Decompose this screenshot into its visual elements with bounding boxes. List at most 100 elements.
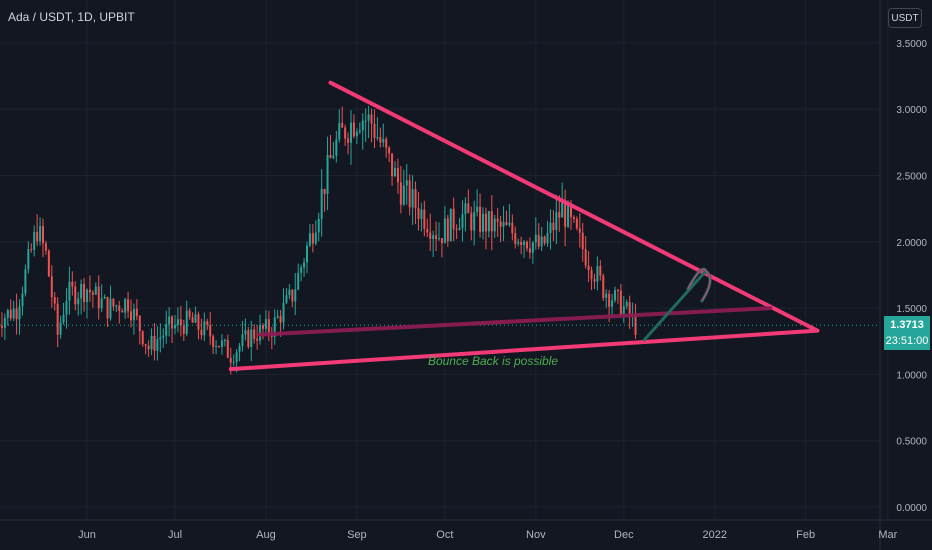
candle-body [109,298,112,319]
candle-body [200,329,203,336]
candle-body [171,316,174,329]
currency-button[interactable]: USDT [888,8,922,28]
time-tick-label: Sep [347,529,367,541]
candle-body [394,167,396,177]
symbol-title[interactable]: Ada / USDT, 1D, UPBIT [8,10,135,24]
candle-body [526,241,528,249]
time-tick-label: Nov [526,529,546,541]
candle-body [446,218,449,242]
candle-body [223,339,226,341]
candle-body [306,245,308,263]
candle-body [388,147,391,154]
candle-body [590,270,593,280]
candle-body [602,275,605,299]
candle-body [352,122,355,137]
time-tick-label: Oct [436,529,453,541]
candle-body [458,227,461,230]
candle-body [464,203,467,215]
candle-body [9,309,12,319]
price-tick-label: 2.0000 [896,238,927,249]
candle-body [482,213,484,232]
candle-body [238,346,241,353]
candle-body [619,290,622,317]
candle-body [429,232,432,239]
candle-body [15,308,18,320]
candle-body [543,236,546,244]
candle-body [121,311,124,313]
candle-body [36,231,39,242]
candle-body [297,272,300,290]
candle-body [593,279,596,282]
candle-body [581,232,584,250]
candle-body [68,281,71,301]
candle-body [118,305,121,312]
candle-body [124,299,127,313]
price-axis[interactable]: 3.5000 3.0000 2.5000 2.0000 1.5000 1.0000 0.50… [879,0,927,550]
candle-body [616,290,619,292]
candle-body [376,137,379,139]
candle-body [438,238,440,240]
candle-body [558,212,561,218]
price-tick-label: 0.0000 [896,503,927,514]
candle-body [165,324,168,336]
candle-body [282,302,285,323]
candle-body [420,209,423,219]
candle-body [523,241,526,246]
candle-body [411,189,414,208]
candle-body [537,234,540,247]
candle-body [294,289,297,302]
candle-body [276,315,279,318]
candle-body [470,213,473,231]
candle-body [94,286,97,295]
candle-body [341,122,344,128]
candle-body [528,248,531,253]
candle-body [520,241,523,246]
candle-body [218,345,220,347]
candle-body [426,228,429,233]
candle-body [379,137,382,143]
candle-body [212,336,215,347]
candle-body [399,182,402,205]
upper-resistance-line [328,80,820,333]
candle-body [564,202,567,227]
candle-body [141,331,144,345]
candle-body [244,330,247,335]
candle-body [546,233,549,244]
candle-body [191,317,194,323]
candle-body [534,234,537,243]
candle-body [6,309,9,318]
candle-body [567,205,570,227]
candle-body [100,298,103,309]
candle-body [138,316,141,332]
candle-body [241,334,244,347]
candle-body [159,337,162,340]
candle-body [291,289,294,302]
candle-body [344,127,347,139]
candle-body [552,222,555,231]
candle-body [455,229,458,231]
candle-body [235,352,238,362]
candle-body [493,218,496,232]
time-axis[interactable]: Jun Jul Aug Sep Oct Nov Dec 2022 Feb Mar [0,519,932,541]
candle-body [185,310,188,334]
candle-body [215,345,218,347]
time-tick-label: Feb [796,529,815,541]
candle-body [71,281,74,287]
candle-body [0,325,3,328]
candle-body [18,306,21,320]
candle-body [288,289,291,296]
candle-body [317,218,320,233]
candle-body [347,138,350,143]
candle-body [490,211,493,232]
candle-body [273,317,276,337]
candle-body [83,283,86,302]
candle-body [168,316,171,325]
candle-body [443,218,446,244]
candle-body [135,308,138,317]
candle-body [531,242,534,253]
candle-body [402,185,405,205]
candle-body [326,154,329,195]
time-tick-label: Aug [256,529,276,541]
price-tick-label: 3.5000 [896,39,927,50]
